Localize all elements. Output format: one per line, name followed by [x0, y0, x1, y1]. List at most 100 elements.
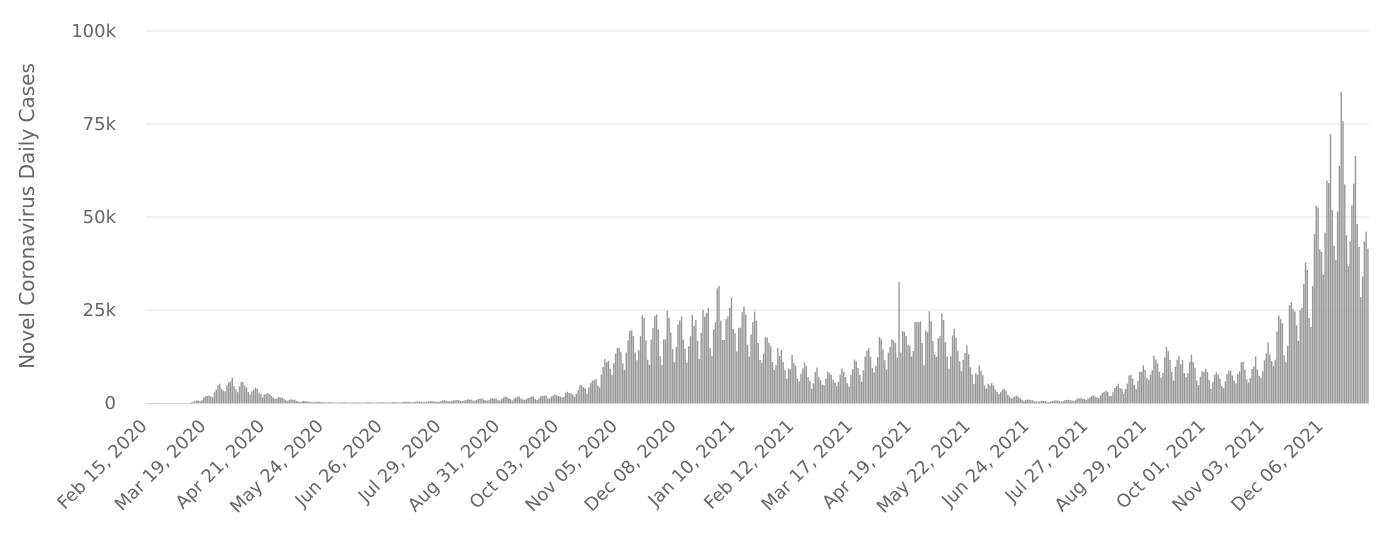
bar: [846, 383, 849, 403]
bar: [903, 331, 906, 403]
bar: [595, 378, 597, 403]
bar: [383, 402, 385, 403]
bar: [1256, 369, 1259, 403]
bar: [420, 401, 422, 403]
bar: [201, 399, 203, 403]
bar: [816, 367, 818, 403]
bar: [1124, 389, 1127, 403]
bar: [983, 385, 986, 403]
bar: [400, 402, 403, 403]
bar: [1333, 245, 1335, 403]
bar: [1122, 393, 1125, 403]
bar: [866, 350, 868, 403]
bar: [780, 350, 783, 403]
bar: [447, 401, 449, 403]
bar: [388, 402, 390, 403]
bar: [782, 362, 784, 403]
bar: [980, 370, 982, 403]
bar: [673, 362, 676, 403]
bar: [1322, 274, 1325, 403]
bar: [1126, 383, 1128, 403]
bar: [985, 388, 988, 403]
bar: [892, 340, 895, 403]
bar: [711, 356, 713, 403]
bar: [652, 328, 654, 403]
bar: [1110, 395, 1112, 403]
bar: [415, 401, 417, 403]
bar: [844, 376, 847, 403]
bar: [616, 348, 619, 403]
bar: [1270, 360, 1273, 403]
bar: [891, 339, 893, 403]
bar: [855, 361, 857, 403]
bar: [768, 343, 770, 403]
bar: [622, 363, 624, 403]
bar: [404, 401, 406, 403]
bar: [885, 369, 888, 403]
bar: [730, 297, 733, 403]
bar: [1174, 366, 1177, 403]
bar: [1089, 397, 1091, 403]
bar: [224, 391, 226, 403]
bar: [459, 400, 462, 403]
bar: [971, 374, 973, 403]
bar: [523, 400, 526, 403]
bar: [1329, 134, 1332, 403]
bar: [712, 329, 715, 403]
bar: [991, 383, 993, 403]
bar: [609, 368, 611, 403]
bar: [402, 401, 405, 403]
bar: [1040, 400, 1043, 403]
bar: [978, 365, 980, 403]
bar: [577, 390, 579, 403]
bar: [203, 397, 205, 403]
bar: [1354, 155, 1357, 403]
bar: [1005, 390, 1007, 403]
bar: [392, 402, 394, 403]
bar: [513, 398, 515, 403]
bar: [777, 347, 779, 403]
bar: [1201, 371, 1203, 403]
bar: [960, 371, 963, 403]
bar: [843, 371, 845, 403]
bar: [1226, 373, 1228, 403]
bar: [1073, 400, 1075, 403]
bar: [219, 383, 221, 403]
bar: [737, 328, 740, 403]
bar: [254, 387, 257, 403]
bar: [429, 401, 431, 403]
bar: [1208, 380, 1210, 403]
bar: [748, 356, 751, 403]
bar: [1155, 359, 1157, 403]
bar: [479, 398, 481, 403]
bar: [192, 401, 194, 403]
bar: [613, 363, 615, 403]
bar: [482, 399, 485, 403]
bar: [345, 402, 348, 403]
bar: [1262, 371, 1264, 403]
bar: [793, 362, 795, 403]
bar: [486, 400, 488, 403]
bar: [1165, 346, 1168, 403]
bar: [1304, 262, 1307, 403]
bar: [1320, 251, 1323, 403]
bar: [315, 401, 317, 403]
bar: [1342, 121, 1344, 404]
bar: [1016, 395, 1018, 403]
bar: [422, 401, 424, 403]
bar: [725, 319, 727, 403]
bar: [734, 333, 736, 403]
bar: [869, 356, 872, 403]
bar: [240, 381, 242, 403]
bar: [490, 398, 492, 403]
bar: [457, 400, 460, 403]
bar: [1057, 400, 1059, 403]
bar: [1253, 366, 1255, 403]
bar: [807, 377, 809, 403]
bar: [195, 400, 198, 403]
bar: [570, 393, 572, 403]
bar: [1149, 374, 1152, 403]
bar: [962, 359, 964, 403]
bar: [830, 374, 833, 403]
bar: [860, 381, 863, 403]
